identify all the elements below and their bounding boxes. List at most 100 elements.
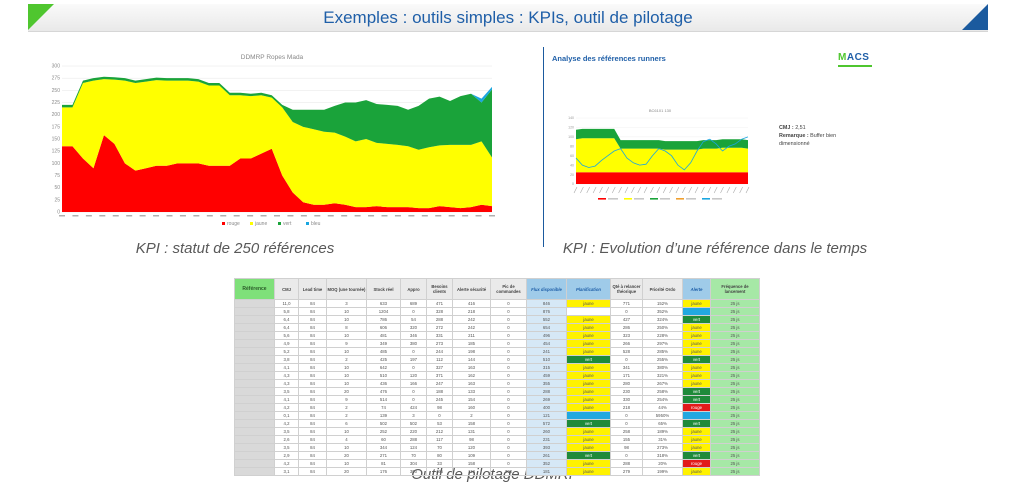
table-row: 6,4 84 10 786 54 288 242 0 552 jaune 427 324% vert 25… (234, 315, 760, 324)
table-cell: 2 (326, 403, 367, 412)
table-cell: 654 (526, 323, 567, 332)
table-cell: 65% (642, 419, 683, 428)
table-cell: 258% (642, 387, 683, 396)
table-cell: 0 (490, 419, 527, 428)
table-cell: 502 (366, 419, 401, 428)
table-cell: 271 (366, 451, 401, 460)
table-cell: 252 (366, 427, 401, 436)
header-green-corner (28, 4, 54, 30)
x-tick-label (611, 186, 616, 194)
table-cell: 481 (366, 331, 401, 340)
table-cell: 272 (426, 323, 453, 332)
table-cell: 510 (526, 355, 567, 364)
table-cell: 0 (610, 307, 643, 316)
table-cell: 84 (298, 323, 327, 332)
table-cell: 260 (526, 427, 567, 436)
legend-swatch (624, 198, 632, 200)
table-row: 2,9 84 20 271 70 80 109 0 261 vert 0 318% vert 25 js (234, 451, 760, 460)
table-cell: jaune (682, 443, 711, 452)
area-series-vert (62, 76, 492, 158)
table-cell: 242 (452, 315, 491, 324)
table-cell: 10 (326, 379, 367, 388)
table-cell: 0 (400, 307, 427, 316)
table-cell: 241 (526, 347, 567, 356)
table-cell: vert (682, 419, 711, 428)
table-cell: 25 js (710, 363, 760, 372)
x-tick-label (274, 215, 280, 217)
table-cell: jaune (682, 339, 711, 348)
table-cell: 331 (426, 331, 453, 340)
table-cell (234, 467, 275, 476)
table-cell: 315 (526, 363, 567, 372)
macs-logo: MACS (838, 52, 872, 68)
table-cell: 3,5 (274, 443, 299, 452)
table-cell: jaune (682, 435, 711, 444)
table-cell: 425 (366, 355, 401, 364)
x-tick-label (179, 215, 186, 217)
table-cell: 346 (400, 331, 427, 340)
table-cell: 288 (400, 435, 427, 444)
y-tick-label: 225 (52, 100, 61, 106)
table-cell: 242 (452, 323, 491, 332)
table-cell: 454 (526, 339, 567, 348)
table-cell: 53 (426, 419, 453, 428)
table-cell: jaune (566, 379, 611, 388)
legend-swatch (222, 222, 225, 225)
table-cell: 427 (610, 315, 643, 324)
table-cell: 25 js (710, 379, 760, 388)
x-tick-label (573, 186, 578, 194)
table-cell: 171 (610, 371, 643, 380)
table-cell (682, 411, 711, 420)
table-cell: 84 (298, 467, 327, 476)
table-cell: 2 (326, 411, 367, 420)
table-cell: 352% (642, 307, 683, 316)
table-cell: 70 (400, 451, 427, 460)
table-cell: 288 (526, 387, 567, 396)
area-series-jaune (62, 79, 492, 209)
table-cell: 0 (490, 395, 527, 404)
table-cell: 25 js (710, 435, 760, 444)
table-cell: 160 (452, 403, 491, 412)
table-cell: 352 (526, 459, 567, 468)
table-cell (566, 307, 611, 316)
table-cell: 2 (326, 355, 367, 364)
legend-label (634, 198, 644, 200)
table-cell: 0 (490, 347, 527, 356)
table-cell: 220 (400, 427, 427, 436)
y-tick-label: 300 (52, 64, 61, 70)
table-cell: 44% (642, 403, 683, 412)
x-tick-label (99, 215, 106, 217)
table-cell: 163 (452, 363, 491, 372)
table-cell: 0 (490, 323, 527, 332)
table-cell: 876 (526, 307, 567, 316)
pilotage-table: Référence CMJ Lead time MOQ (une tournée) St… (234, 278, 760, 476)
table-cell: 139 (366, 411, 401, 420)
table-cell: 120 (400, 371, 427, 380)
x-tick-label (233, 215, 240, 217)
table-cell: 84 (298, 331, 327, 340)
column-header: CMJ (274, 278, 299, 300)
table-cell: 0 (610, 419, 643, 428)
x-tick-label (206, 215, 213, 217)
table-cell: 20 (326, 467, 367, 476)
table-cell: 269 (526, 395, 567, 404)
legend-label: jaune (254, 221, 267, 227)
table-cell (234, 459, 275, 468)
table-cell: 11,0 (274, 299, 299, 308)
table-cell: 606 (366, 323, 401, 332)
table-cell: jaune (682, 371, 711, 380)
x-tick-label (408, 215, 415, 217)
table-cell: 247 (426, 379, 453, 388)
x-tick-label (327, 215, 334, 217)
table-cell: jaune (682, 427, 711, 436)
table-cell: 502 (400, 419, 427, 428)
column-header: Alerte (682, 278, 711, 300)
x-tick-label (720, 186, 724, 194)
x-tick-label (354, 215, 361, 217)
table-cell: 349 (366, 339, 401, 348)
y-tick-label: 100 (52, 161, 61, 167)
table-cell: 273% (642, 443, 683, 452)
x-tick-label (287, 215, 294, 217)
table-cell: 286 (610, 323, 643, 332)
table-cell: 84 (298, 347, 327, 356)
